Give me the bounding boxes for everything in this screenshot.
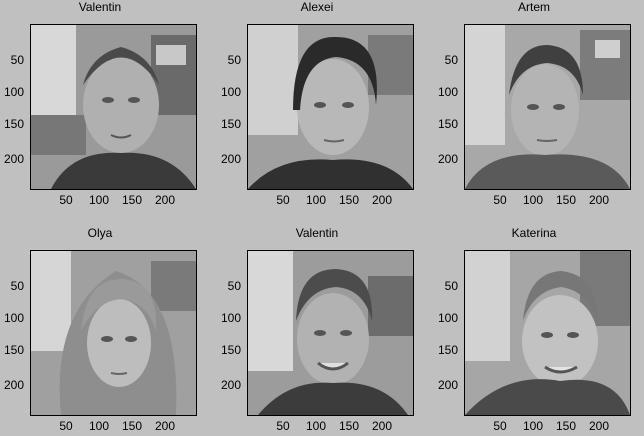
face-image-5 (247, 250, 414, 416)
face-image-6 (464, 250, 631, 416)
y-tick-label: 100 (220, 85, 241, 99)
y-tick-label: 100 (3, 311, 24, 325)
y-tick-label: 50 (444, 279, 458, 293)
x-tick-label: 150 (555, 419, 577, 433)
x-tick-label: 150 (338, 419, 360, 433)
subplot-title: Valentin (78, 0, 122, 14)
y-tick-label: 50 (10, 279, 24, 293)
x-tick-label: 200 (371, 419, 393, 433)
subplot-title: Katerina (511, 226, 557, 240)
subplot-title: Alexei (300, 0, 334, 14)
x-tick-label: 200 (371, 193, 393, 207)
y-tick-label: 200 (220, 152, 241, 166)
x-tick-label: 200 (154, 193, 176, 207)
face-image-2 (247, 24, 414, 190)
x-tick-label: 200 (588, 419, 610, 433)
subplot-olya: Olya 50 100 150 200 50 100 150 200 (0, 226, 200, 432)
y-tick-label: 200 (220, 378, 241, 392)
subplot-katerina: Katerina 50 100 150 200 50 100 150 200 (434, 226, 634, 432)
subplot-valentin-2: Valentin 50 100 150 200 50 100 150 200 (217, 226, 417, 432)
x-tick-label: 50 (493, 193, 507, 207)
x-tick-label: 100 (88, 193, 110, 207)
x-tick-label: 50 (276, 193, 290, 207)
x-tick-label: 100 (88, 419, 110, 433)
y-tick-label: 50 (10, 53, 24, 67)
subplot-alexei: Alexei 50 100 150 200 50 100 150 200 (217, 0, 417, 206)
x-tick-label: 150 (121, 193, 143, 207)
y-tick-label: 200 (437, 152, 458, 166)
x-tick-label: 150 (338, 193, 360, 207)
x-tick-label: 100 (522, 419, 544, 433)
y-tick-label: 200 (3, 378, 24, 392)
x-tick-label: 200 (588, 193, 610, 207)
x-tick-label: 50 (59, 419, 73, 433)
subplot-artem: Artem 50 100 150 200 50 100 150 200 (434, 0, 634, 206)
x-tick-label: 50 (59, 193, 73, 207)
face-image-4 (30, 250, 197, 416)
x-tick-label: 50 (276, 419, 290, 433)
y-tick-label: 50 (227, 279, 241, 293)
subplot-title: Artem (517, 0, 550, 14)
y-tick-label: 50 (444, 53, 458, 67)
y-tick-label: 150 (437, 343, 458, 357)
y-tick-label: 100 (437, 85, 458, 99)
y-tick-label: 200 (437, 378, 458, 392)
x-tick-label: 50 (493, 419, 507, 433)
y-tick-label: 100 (3, 85, 24, 99)
x-tick-label: 100 (522, 193, 544, 207)
subplot-title: Valentin (295, 226, 339, 240)
subplot-title: Olya (87, 226, 113, 240)
y-tick-label: 150 (3, 343, 24, 357)
face-image-3 (464, 24, 631, 190)
y-tick-label: 100 (437, 311, 458, 325)
x-tick-label: 150 (121, 419, 143, 433)
y-tick-label: 100 (220, 311, 241, 325)
x-tick-label: 200 (154, 419, 176, 433)
x-tick-label: 100 (305, 193, 327, 207)
subplot-valentin-1: Valentin 50 100 150 200 50 100 150 200 (0, 0, 200, 206)
y-tick-label: 150 (3, 117, 24, 131)
face-image-1 (30, 24, 197, 190)
y-tick-label: 50 (227, 53, 241, 67)
y-tick-label: 150 (220, 343, 241, 357)
y-tick-label: 150 (437, 117, 458, 131)
y-tick-label: 200 (3, 152, 24, 166)
x-tick-label: 100 (305, 419, 327, 433)
y-tick-label: 150 (220, 117, 241, 131)
x-tick-label: 150 (555, 193, 577, 207)
